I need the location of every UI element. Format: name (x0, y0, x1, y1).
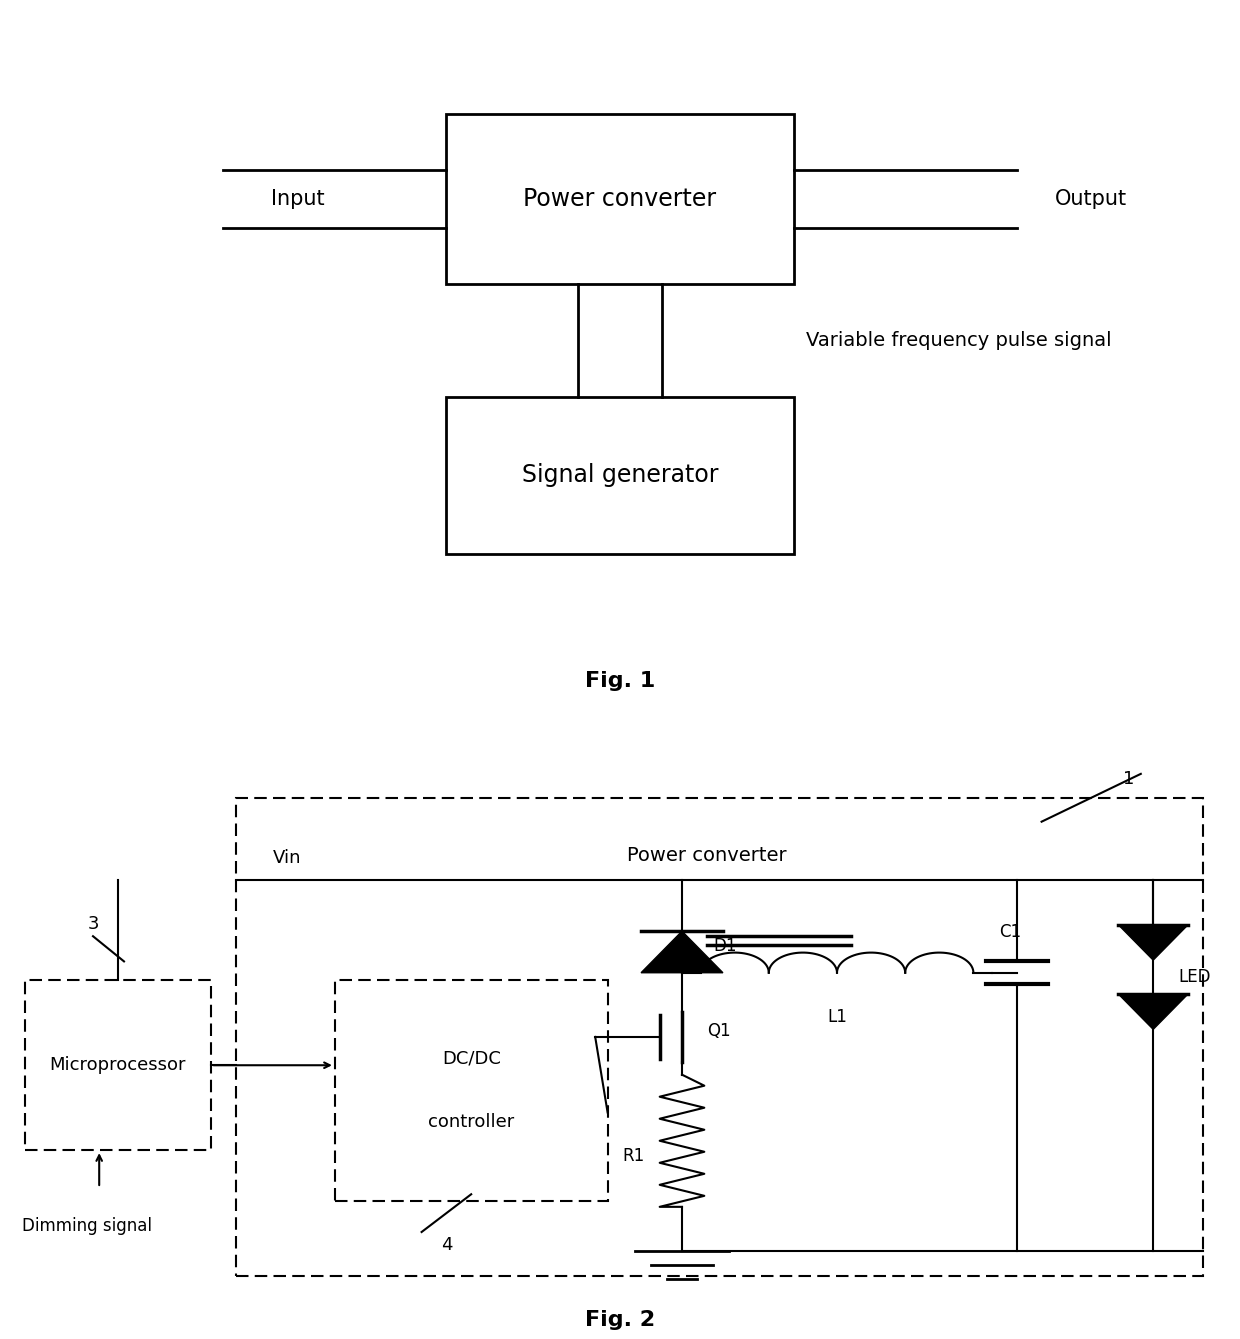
Text: 3: 3 (87, 915, 99, 933)
Bar (446, 398, 794, 553)
Text: D1: D1 (713, 937, 737, 955)
Text: controller: controller (428, 1113, 515, 1131)
Text: Input: Input (270, 189, 325, 209)
Text: DC/DC: DC/DC (441, 1050, 501, 1069)
Polygon shape (641, 931, 723, 972)
Bar (446, 114, 794, 284)
Text: Fig. 1: Fig. 1 (585, 671, 655, 691)
Text: Fig. 2: Fig. 2 (585, 1310, 655, 1330)
Text: 4: 4 (440, 1236, 453, 1253)
Bar (236, 798, 1203, 1276)
Text: Variable frequency pulse signal: Variable frequency pulse signal (806, 331, 1111, 349)
Text: Q1: Q1 (707, 1022, 730, 1039)
Text: Signal generator: Signal generator (522, 463, 718, 487)
Text: LED: LED (1178, 968, 1210, 986)
Text: Power converter: Power converter (523, 186, 717, 210)
Text: Power converter: Power converter (627, 846, 786, 865)
Polygon shape (1118, 925, 1188, 960)
Text: C1: C1 (999, 923, 1022, 941)
Bar (335, 980, 608, 1201)
Text: 1: 1 (1122, 770, 1135, 787)
Text: R1: R1 (622, 1148, 645, 1165)
Polygon shape (1118, 994, 1188, 1030)
Text: Microprocessor: Microprocessor (50, 1056, 186, 1074)
Text: Vin: Vin (273, 849, 301, 866)
Bar (25, 980, 211, 1150)
Text: Output: Output (1055, 189, 1127, 209)
Text: Dimming signal: Dimming signal (22, 1217, 151, 1235)
Text: L1: L1 (827, 1008, 847, 1026)
